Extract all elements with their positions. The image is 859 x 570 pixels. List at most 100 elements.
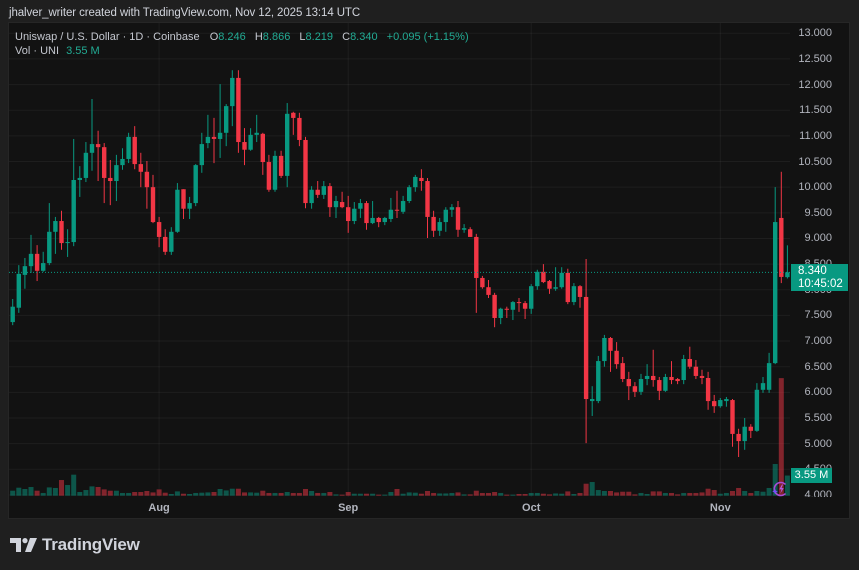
candle-body — [260, 133, 265, 163]
volume-bar — [10, 490, 16, 496]
candle-body — [22, 266, 28, 275]
volume-bar — [168, 493, 174, 496]
candle — [327, 183, 333, 217]
volume-value-label: 3.55 M — [791, 468, 832, 483]
candle-body — [596, 361, 601, 402]
candle-body — [486, 287, 491, 295]
candle-body — [718, 400, 723, 407]
candle-body — [510, 302, 516, 310]
candle — [53, 216, 58, 254]
lightning-event-icon[interactable] — [771, 480, 789, 498]
time-axis-tick-oct: Oct — [522, 502, 541, 514]
candle — [272, 150, 278, 192]
candle-body — [114, 165, 119, 182]
volume-bar — [132, 492, 138, 496]
close-value: 8.340 — [350, 31, 378, 43]
tradingview-branding[interactable]: TradingView — [10, 535, 140, 555]
candle — [187, 196, 192, 219]
candle-body — [327, 186, 333, 208]
candle-body — [364, 203, 369, 224]
volume-bar — [510, 494, 516, 496]
candle-body — [425, 181, 430, 217]
candle-body — [559, 272, 564, 288]
volume-bar — [681, 492, 687, 496]
candle-body — [754, 389, 760, 431]
volume-bar — [339, 494, 345, 496]
volume-bar — [16, 487, 22, 496]
candle — [492, 292, 497, 328]
volume-bar — [772, 464, 778, 496]
volume-bar — [736, 487, 742, 496]
candle-body — [181, 189, 186, 209]
price-axis-tick: 9.500 — [804, 206, 832, 219]
candle — [388, 197, 394, 223]
candle — [224, 104, 229, 147]
candle-body — [339, 202, 345, 208]
price-axis-tick: 10.500 — [798, 155, 832, 168]
candle-body — [644, 375, 650, 380]
volume-bar — [205, 492, 211, 496]
volume-bar — [242, 492, 247, 496]
candle-body — [626, 379, 631, 387]
candle-body — [120, 158, 125, 166]
volume-bar — [516, 493, 522, 496]
volume-bar — [376, 494, 382, 496]
candle-body — [779, 217, 784, 277]
candle — [425, 177, 430, 238]
price-axis[interactable]: 13.000 12.500 12.000 11.500 11.000 10.500 10.0… — [790, 23, 849, 497]
candle — [59, 210, 64, 250]
candle-body — [102, 147, 107, 178]
volume-bar — [345, 492, 351, 496]
time-axis-tick-nov: Nov — [709, 502, 731, 514]
candle-body — [681, 359, 686, 381]
candle — [315, 181, 320, 198]
bar-countdown: 10:45:02 — [798, 278, 843, 290]
volume-bar — [223, 490, 229, 496]
candle-body — [346, 207, 351, 222]
candle-body — [156, 222, 162, 237]
volume-bar — [687, 492, 693, 496]
candle-body — [608, 337, 613, 351]
candle — [693, 360, 699, 380]
volume-bar — [174, 491, 180, 496]
price-axis-tick: 11.000 — [799, 129, 832, 142]
time-axis[interactable]: Aug Sep Oct Nov — [9, 497, 849, 518]
volume-bar — [34, 490, 40, 496]
volume-bar — [71, 474, 77, 496]
candle-body — [224, 106, 229, 133]
volume-bar — [742, 490, 748, 496]
candle — [339, 191, 345, 209]
price-axis-tick: 7.500 — [804, 309, 832, 322]
volume-bar — [638, 492, 644, 496]
volume-bar — [565, 491, 571, 496]
candle-body — [236, 77, 241, 143]
candle — [705, 371, 711, 410]
volume-indicator-label[interactable]: Vol · UNI — [15, 45, 60, 57]
candle — [34, 245, 40, 282]
candle — [718, 397, 723, 408]
candle-body — [657, 380, 662, 391]
volume-bar — [534, 492, 540, 496]
volume-bar — [162, 492, 168, 496]
volume-bar — [144, 490, 150, 496]
chart-panel — [8, 22, 850, 519]
candle — [443, 207, 448, 232]
candle-body — [614, 350, 619, 365]
volume-bar — [327, 492, 333, 496]
candle-body — [413, 176, 418, 188]
candle — [583, 258, 589, 444]
volume-bar — [577, 492, 583, 496]
candle-body — [266, 162, 272, 190]
volume-bar — [699, 492, 705, 496]
candle — [242, 128, 247, 166]
candle — [760, 376, 766, 393]
candle-body — [297, 117, 302, 140]
candle — [748, 424, 753, 439]
candle-body — [651, 375, 656, 381]
symbol-description[interactable]: Uniswap / U.S. Dollar · 1D · Coinbase — [15, 31, 200, 43]
candle — [644, 364, 650, 386]
candle — [114, 154, 119, 202]
candle-body — [455, 207, 461, 230]
candle-body — [34, 253, 40, 271]
